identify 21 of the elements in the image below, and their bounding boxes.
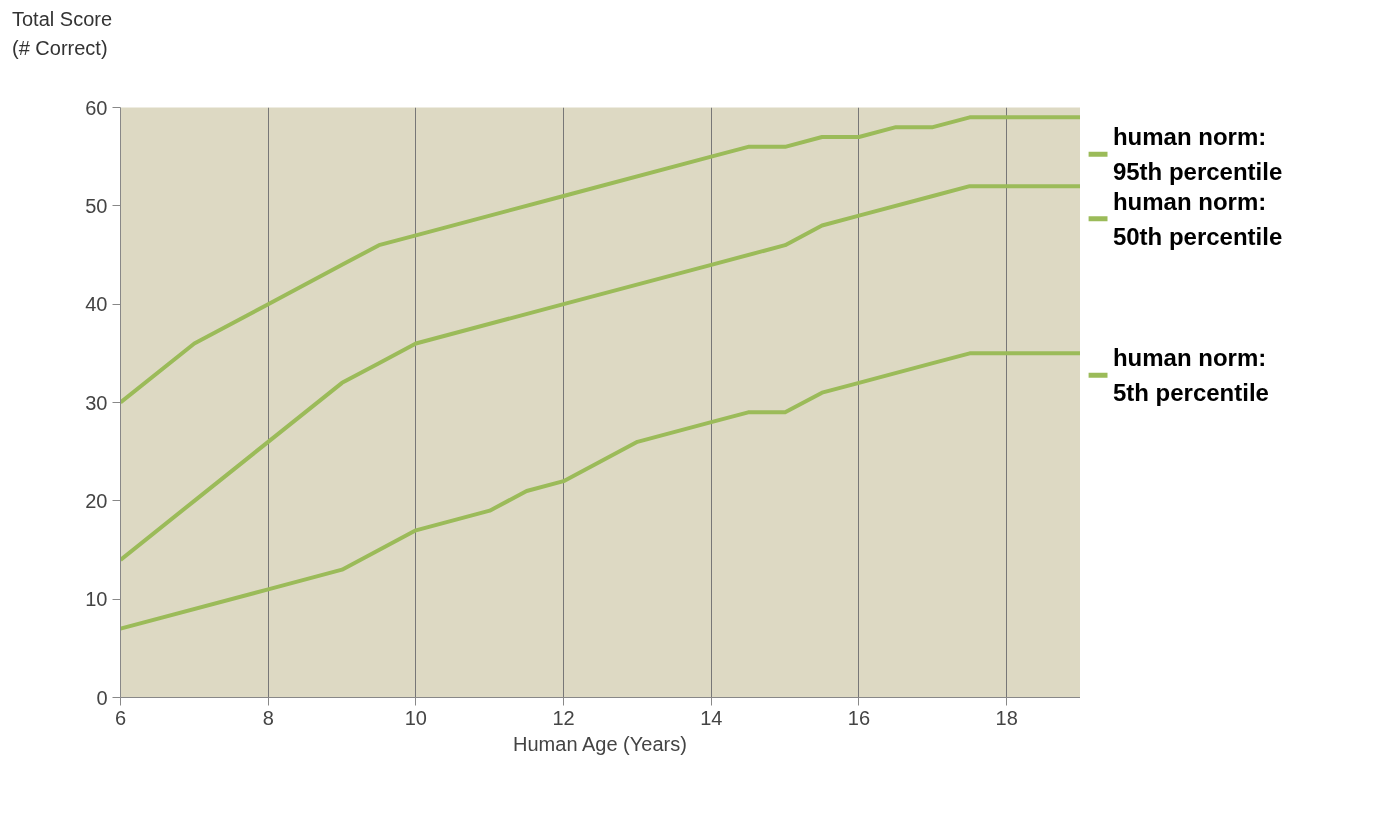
x-tick-label: 10 bbox=[404, 706, 428, 729]
x-tick-label: 16 bbox=[847, 706, 871, 729]
y-tick-label: 20 bbox=[85, 489, 108, 512]
x-tick-label: 14 bbox=[700, 706, 723, 729]
x-tick-label: 8 bbox=[262, 706, 274, 729]
line-series bbox=[120, 351, 1080, 631]
legend-label: human norm: 5th percentile bbox=[1112, 344, 1269, 407]
x-axis-title: Human Age (Years) bbox=[513, 732, 687, 755]
x-tick-label: 12 bbox=[552, 706, 575, 729]
line-series bbox=[120, 115, 1080, 405]
y-tick-label: 50 bbox=[85, 194, 108, 217]
y-tick-label: 40 bbox=[85, 293, 108, 316]
y-axis-title: Total Score (# Correct) bbox=[12, 7, 113, 61]
legend-label: human norm: 50th percentile bbox=[1112, 187, 1283, 250]
y-tick-label: 0 bbox=[96, 686, 108, 709]
x-tick-label: 18 bbox=[995, 706, 1018, 729]
x-tick-label: 6 bbox=[114, 706, 127, 729]
y-tick-label: 10 bbox=[85, 588, 108, 611]
y-tick-label: 30 bbox=[85, 391, 108, 414]
line-series bbox=[120, 184, 1080, 562]
y-tick-label: 60 bbox=[85, 96, 108, 119]
